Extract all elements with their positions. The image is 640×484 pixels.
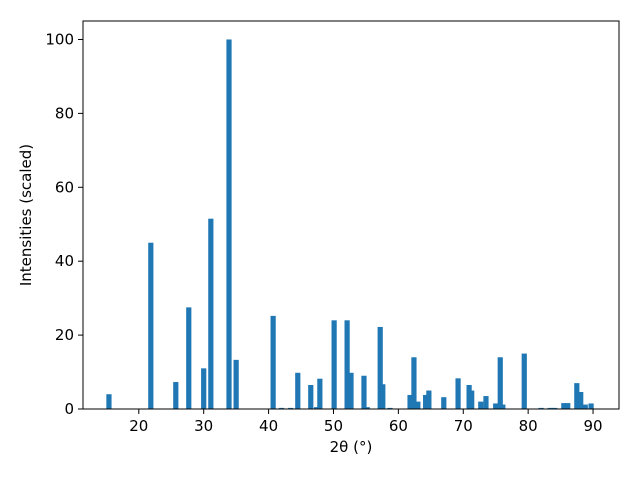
x-tick-label: 30 [194, 417, 213, 435]
bar [348, 372, 354, 409]
y-tick-label: 60 [55, 178, 74, 196]
bar [377, 326, 383, 409]
x-axis-label: 2θ (°) [330, 438, 373, 456]
bar [295, 372, 301, 409]
bar [361, 375, 367, 409]
y-tick-label: 100 [45, 30, 74, 48]
x-tick-label: 20 [129, 417, 148, 435]
bar [547, 407, 553, 409]
bar [469, 390, 475, 409]
bar [582, 404, 588, 409]
x-tick-label: 90 [583, 417, 602, 435]
bar [578, 392, 584, 409]
bar [588, 403, 594, 409]
x-tick-label: 50 [324, 417, 343, 435]
bar [278, 407, 285, 409]
bar [226, 39, 232, 409]
y-tick-label: 40 [55, 252, 74, 270]
bar [387, 407, 393, 409]
bar [561, 403, 567, 409]
bar [208, 218, 214, 409]
bar [344, 320, 350, 409]
bar [441, 397, 447, 409]
bar [415, 401, 421, 409]
bar [380, 384, 386, 409]
bar [574, 383, 580, 409]
bar [552, 407, 558, 409]
bar [201, 368, 207, 409]
y-tick-label: 20 [55, 326, 74, 344]
bar [426, 390, 432, 409]
bar [493, 403, 499, 409]
x-tick-label: 70 [454, 417, 473, 435]
y-axis-label: Intensities (scaled) [17, 144, 35, 286]
y-tick-label: 80 [55, 104, 74, 122]
x-tick-label: 60 [389, 417, 408, 435]
bar [308, 384, 314, 409]
bar [186, 307, 192, 409]
bar [411, 357, 417, 409]
bar [497, 357, 503, 409]
bar [233, 359, 239, 409]
plot-frame [82, 20, 620, 410]
bar [270, 315, 276, 409]
bar [455, 378, 461, 409]
bar [148, 242, 154, 409]
bar [106, 394, 112, 409]
bar [478, 401, 484, 409]
y-tick-label: 0 [64, 400, 74, 418]
bar [364, 407, 370, 409]
bar [423, 394, 429, 409]
x-tick-label: 80 [519, 417, 538, 435]
bar [314, 407, 320, 409]
bar [565, 403, 571, 409]
bar [521, 353, 527, 409]
bar [317, 378, 323, 409]
bar [500, 404, 506, 409]
bar [407, 394, 413, 409]
bar [538, 407, 544, 409]
bar [331, 320, 337, 409]
x-tick-label: 40 [259, 417, 278, 435]
bar [483, 396, 489, 409]
bar [288, 407, 294, 409]
bar [173, 382, 179, 409]
